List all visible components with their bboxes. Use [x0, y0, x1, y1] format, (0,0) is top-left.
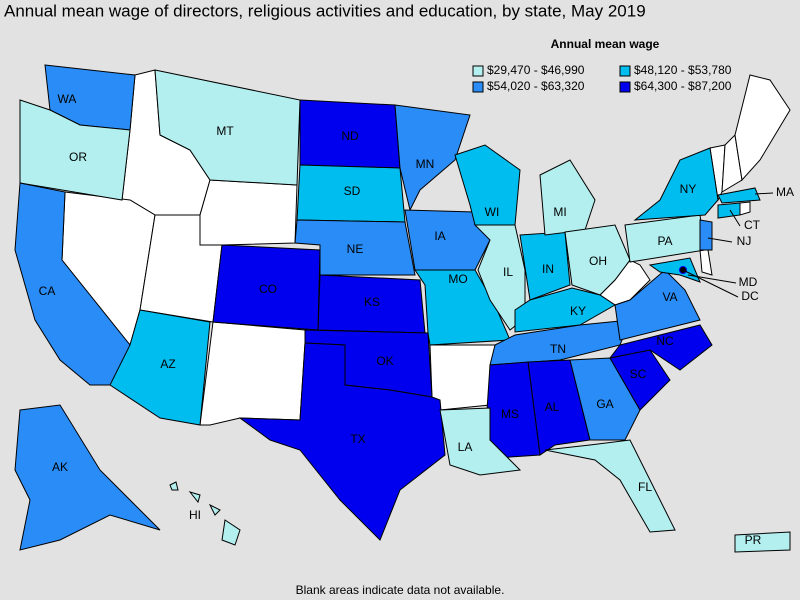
state [717, 187, 761, 204]
state [633, 147, 719, 221]
state [394, 104, 471, 212]
state [514, 287, 616, 333]
state [14, 404, 161, 551]
state-label: MA [776, 185, 794, 199]
state-label: MO [448, 272, 467, 286]
state [238, 342, 446, 541]
state-label: WA [58, 92, 77, 106]
state-label: MD [739, 275, 758, 289]
legend: $29,470 - $46,990 $48,120 - $53,780 $54,02… [472, 63, 732, 93]
state-blank [739, 201, 751, 216]
state-label: GA [596, 397, 613, 411]
state-blank [199, 321, 306, 426]
state-label: OK [376, 354, 393, 368]
state [414, 269, 511, 346]
state [564, 224, 631, 296]
state-label: NC [656, 334, 674, 348]
state-label: SD [344, 184, 361, 198]
state [221, 519, 241, 546]
state-label: PA [657, 234, 672, 248]
state [648, 257, 701, 283]
state-blank [199, 179, 298, 246]
state-label: TX [350, 432, 365, 446]
state [473, 224, 526, 331]
legend-swatch [619, 81, 631, 93]
state-blank [699, 249, 713, 276]
footnote: Blank areas indicate data not available. [296, 583, 505, 597]
state [169, 481, 179, 491]
legend-title: Annual mean wage [551, 37, 660, 51]
state [734, 531, 791, 553]
state-label: NE [347, 242, 364, 256]
leader-line [682, 269, 739, 298]
state-label: IL [503, 265, 513, 279]
state-label: AK [52, 460, 68, 474]
state-label: PR [745, 533, 762, 547]
state-label: OR [69, 150, 87, 164]
state-label: DC [741, 289, 759, 303]
state-blank [734, 74, 791, 182]
state [404, 209, 491, 271]
leader-line [729, 209, 741, 227]
state-label: TN [550, 342, 566, 356]
state [614, 269, 701, 341]
state-label: HI [189, 508, 201, 522]
legend-swatch [619, 65, 631, 77]
state [717, 202, 741, 219]
state [188, 491, 201, 504]
state [109, 309, 211, 426]
leader-line [754, 192, 774, 195]
state [544, 439, 676, 533]
legend-label: $48,120 - $53,780 [634, 63, 732, 77]
state [539, 159, 596, 236]
state-label: MI [553, 205, 566, 219]
state [608, 324, 713, 371]
state-label: VA [662, 290, 677, 304]
state-label: CT [744, 218, 761, 232]
state-label: MT [216, 124, 234, 138]
legend-label: $29,470 - $46,990 [487, 63, 585, 77]
state-label: AZ [160, 357, 175, 371]
state-label: CO [259, 282, 277, 296]
state-label: IA [434, 229, 445, 243]
state-label: AL [545, 400, 560, 414]
states: WA OR CA MT ND SD NE KS CO OK TX MN IA MO WI IL IN MI OH KY… [14, 64, 794, 553]
state-label: MS [501, 407, 519, 421]
state-label: KY [570, 304, 586, 318]
state-label: CA [39, 284, 56, 298]
state-label: WI [485, 205, 500, 219]
legend-label: $54,020 - $63,320 [487, 79, 585, 93]
state-label: ND [341, 129, 359, 143]
state-label: KS [364, 295, 380, 309]
legend-label: $64,300 - $87,200 [634, 79, 732, 93]
map-title: Annual mean wage of directors, religious… [4, 1, 646, 20]
state-label: NY [680, 182, 697, 196]
state [569, 357, 641, 441]
state-label: MN [416, 157, 435, 171]
legend-swatch [472, 65, 484, 77]
state [699, 219, 713, 251]
state [14, 182, 131, 386]
state-label: NJ [737, 234, 752, 248]
state [439, 407, 522, 476]
legend-swatch [472, 81, 484, 93]
state-label: IN [542, 262, 554, 276]
state-label: LA [458, 440, 473, 454]
state [208, 503, 221, 516]
state-label: SC [630, 367, 647, 381]
leader-line [707, 237, 733, 243]
state-label: FL [638, 480, 652, 494]
blank-states [61, 69, 791, 426]
state-label: OH [589, 254, 607, 268]
